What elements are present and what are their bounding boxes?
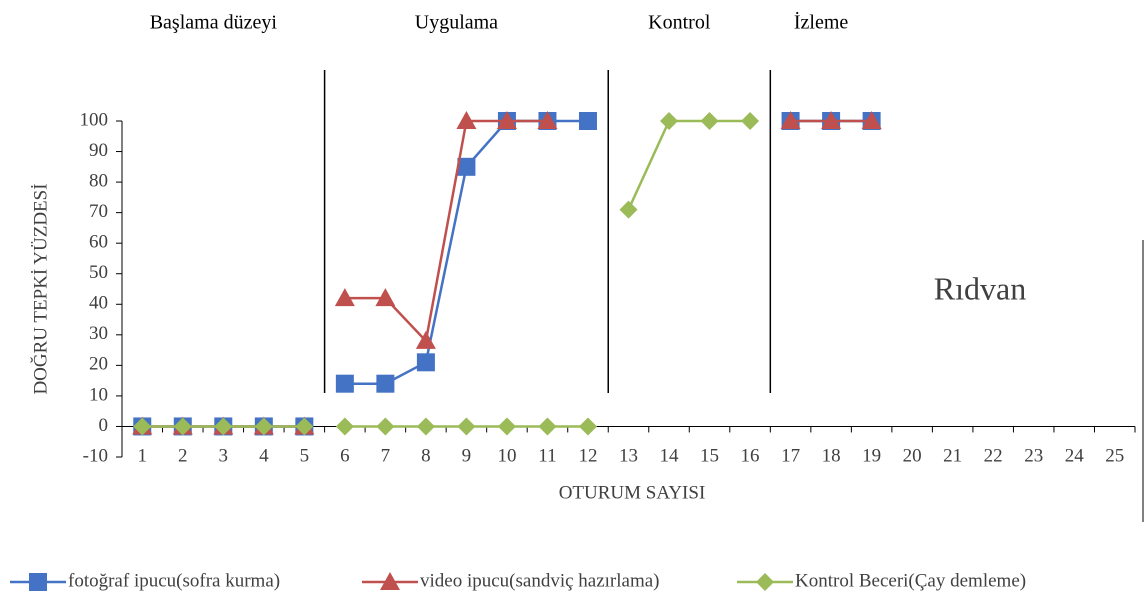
marker-diamond xyxy=(741,112,760,130)
phase-label: Başlama düzeyi xyxy=(150,12,278,34)
marker-square xyxy=(376,374,395,393)
legend-marker xyxy=(756,573,774,591)
x-tick-label: 5 xyxy=(300,445,310,466)
marker-diamond xyxy=(497,417,516,436)
y-tick-label: 90 xyxy=(89,140,108,161)
marker-diamond xyxy=(376,417,395,436)
marker-diamond xyxy=(700,112,719,130)
x-tick-label: 16 xyxy=(741,445,760,466)
marker-diamond xyxy=(538,417,557,436)
x-tick-label: 12 xyxy=(578,445,597,466)
x-tick-label: 13 xyxy=(619,445,638,466)
marker-diamond xyxy=(335,417,354,436)
y-tick-label: 10 xyxy=(89,384,108,405)
x-tick-label: 25 xyxy=(1105,445,1124,466)
marker-triangle xyxy=(821,111,842,129)
y-axis-title: DOĞRU TEPKİ YÜZDESİ xyxy=(29,183,51,394)
phase-label: Kontrol xyxy=(648,12,711,34)
x-tick-label: 8 xyxy=(421,445,431,466)
marker-diamond xyxy=(295,417,314,436)
x-tick-label: 10 xyxy=(497,445,516,466)
legend-marker xyxy=(380,572,400,590)
y-tick-label: 60 xyxy=(89,232,108,253)
x-tick-label: 14 xyxy=(660,445,680,466)
marker-square xyxy=(416,353,435,372)
y-tick-label: 20 xyxy=(89,354,108,375)
annotation: Rıdvan xyxy=(934,270,1026,306)
legend-label: Kontrol Beceri(Çay demleme) xyxy=(795,570,1026,591)
y-tick-label: 70 xyxy=(89,201,108,222)
x-tick-label: 6 xyxy=(340,445,350,466)
x-tick-label: 23 xyxy=(1024,445,1043,466)
x-tick-label: 20 xyxy=(903,445,922,466)
marker-diamond xyxy=(457,417,476,436)
y-tick-label: 80 xyxy=(89,170,108,191)
phase-label: Uygulama xyxy=(415,12,498,34)
legend-label: video ipucu(sandviç hazırlama) xyxy=(420,570,660,591)
x-axis-title: OTURUM SAYISI xyxy=(559,482,706,503)
x-tick-label: 24 xyxy=(1065,445,1085,466)
marker-diamond xyxy=(254,417,273,436)
marker-triangle xyxy=(537,111,558,129)
series-line xyxy=(627,119,751,211)
series-line xyxy=(344,119,548,344)
y-tick-label: 40 xyxy=(89,293,108,314)
marker-triangle xyxy=(861,111,882,129)
y-tick-label: 0 xyxy=(99,415,109,436)
x-tick-label: 19 xyxy=(862,445,881,466)
x-tick-label: 1 xyxy=(138,445,148,466)
marker-diamond xyxy=(173,417,192,436)
marker-triangle xyxy=(456,111,477,129)
y-tick-label: 50 xyxy=(89,262,108,283)
x-tick-label: 21 xyxy=(943,445,962,466)
x-tick-label: 22 xyxy=(984,445,1003,466)
marker-triangle xyxy=(375,288,396,307)
marker-diamond xyxy=(660,112,679,130)
marker-square xyxy=(335,374,354,393)
y-tick-label: 100 xyxy=(80,109,109,130)
y-tick-label: -10 xyxy=(83,445,108,466)
marker-diamond xyxy=(214,417,233,436)
x-tick-label: 2 xyxy=(178,445,188,466)
marker-diamond xyxy=(578,417,597,436)
marker-triangle xyxy=(496,111,517,129)
phase-label: İzleme xyxy=(794,11,849,34)
legend-label: fotoğraf ipucu(sofra kurma) xyxy=(68,570,280,591)
x-tick-label: 17 xyxy=(781,445,800,466)
x-tick-label: 9 xyxy=(462,445,472,466)
x-tick-label: 3 xyxy=(219,445,229,466)
x-tick-label: 7 xyxy=(381,445,391,466)
marker-diamond xyxy=(133,417,152,436)
marker-square xyxy=(457,157,476,176)
marker-diamond xyxy=(619,200,638,219)
x-tick-label: 4 xyxy=(259,445,269,466)
legend-marker xyxy=(29,573,47,591)
x-tick-label: 11 xyxy=(538,445,556,466)
marker-triangle xyxy=(334,288,355,307)
marker-square xyxy=(578,112,597,130)
marker-triangle xyxy=(415,330,436,349)
marker-diamond xyxy=(416,417,435,436)
marker-triangle xyxy=(780,111,801,129)
y-tick-label: 30 xyxy=(89,323,108,344)
x-tick-label: 18 xyxy=(822,445,841,466)
x-tick-label: 15 xyxy=(700,445,719,466)
